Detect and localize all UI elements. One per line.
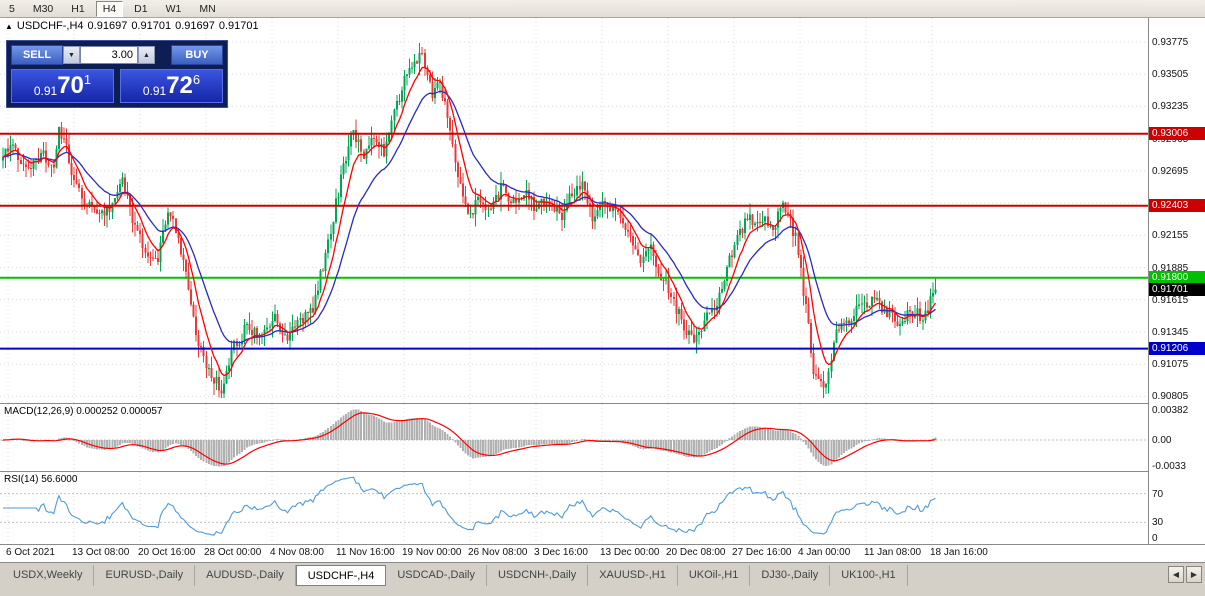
- one-click-collapse-arrow[interactable]: ▲: [5, 22, 13, 31]
- chart-tab-usdcad-daily[interactable]: USDCAD-,Daily: [386, 565, 487, 586]
- time-axis-label: 20 Dec 08:00: [666, 547, 726, 558]
- chart-tab-bar: USDX,Weekly EURUSD-,Daily AUDUSD-,Daily USD…: [0, 562, 1205, 596]
- price-axis-label: 0.92695: [1152, 166, 1189, 177]
- chart-window: ▲ USDCHF-,H4 0.91697 0.91701 0.91697 0.91701 …: [0, 18, 1205, 562]
- rsi-axis-label: 30: [1152, 517, 1164, 528]
- price-axis-label: 0.91615: [1152, 295, 1189, 306]
- rsi-pane[interactable]: RSI(14) 56.6000: [0, 472, 1148, 544]
- chart-tab-dj30-daily[interactable]: DJ30-,Daily: [750, 565, 831, 586]
- sell-price-prefix: 0.91: [33, 84, 58, 98]
- time-axis-label: 20 Oct 16:00: [138, 547, 196, 558]
- macd-label: MACD(12,26,9) 0.000252 0.000057: [4, 406, 163, 417]
- hline-price-badge: 0.92403: [1149, 199, 1205, 212]
- timeframe-button-d1[interactable]: D1: [127, 1, 154, 17]
- chart-tab-eurusd-daily[interactable]: EURUSD-,Daily: [94, 565, 196, 586]
- time-axis[interactable]: 6 Oct 2021 13 Oct 08:00 20 Oct 16:00 28 Oct…: [0, 545, 1205, 562]
- time-axis-label: 18 Jan 16:00: [930, 547, 988, 558]
- rsi-axis-label: 0: [1152, 533, 1158, 544]
- sell-button[interactable]: SELL: [11, 45, 63, 65]
- current-price-badge: 0.91701: [1149, 283, 1205, 296]
- time-axis-label: 19 Nov 00:00: [402, 547, 462, 558]
- time-axis-label: 4 Nov 08:00: [270, 547, 324, 558]
- buy-price-button[interactable]: 0.91 72 6: [120, 69, 223, 103]
- chevron-down-icon: ▼: [68, 51, 75, 59]
- timeframe-button-h4[interactable]: H4: [95, 0, 124, 17]
- rsi-plot[interactable]: [0, 472, 1148, 544]
- chart-tab-uk100-h1[interactable]: UK100-,H1: [830, 565, 908, 586]
- hline-price-badge: 0.91800: [1149, 271, 1205, 284]
- timeframe-button-m30[interactable]: M30: [26, 1, 60, 17]
- time-axis-label: 13 Dec 00:00: [600, 547, 660, 558]
- volume-field[interactable]: 3.00: [80, 46, 138, 64]
- time-axis-label: 13 Oct 08:00: [72, 547, 130, 558]
- time-axis-label: 11 Nov 16:00: [336, 547, 395, 558]
- chart-close-value: 0.91701: [218, 20, 259, 32]
- sell-price-button[interactable]: 0.91 70 1: [11, 69, 114, 103]
- tab-scroll-right-button[interactable]: ▶: [1186, 566, 1202, 583]
- timeframe-button-w1[interactable]: W1: [159, 1, 189, 17]
- sell-price-big-digits: 70: [57, 72, 84, 99]
- sell-price-pip-digit: 1: [83, 72, 92, 87]
- price-axis-label: 0.91075: [1152, 359, 1189, 370]
- chart-low-value: 0.91697: [175, 20, 215, 32]
- price-axis-label: 0.91345: [1152, 327, 1189, 338]
- macd-axis-label: 0.00382: [1152, 405, 1189, 416]
- time-axis-label: 28 Oct 00:00: [204, 547, 262, 558]
- time-axis-label: 11 Jan 08:00: [864, 547, 922, 558]
- time-axis-label: 4 Jan 00:00: [798, 547, 851, 558]
- timeframe-button-mn[interactable]: MN: [192, 1, 222, 17]
- price-axis-label: 0.92155: [1152, 230, 1189, 241]
- buy-button[interactable]: BUY: [171, 45, 223, 65]
- right-arrow-icon: ▶: [1190, 570, 1198, 579]
- time-axis-label: 6 Oct 2021: [6, 547, 55, 558]
- macd-pane[interactable]: MACD(12,26,9) 0.000252 0.000057: [0, 404, 1148, 471]
- chart-open-value: 0.91697: [87, 20, 128, 32]
- left-arrow-icon: ◀: [1172, 570, 1180, 579]
- volume-value: 3.00: [111, 49, 133, 61]
- time-axis-label: 3 Dec 16:00: [534, 547, 588, 558]
- pane-separator[interactable]: [0, 403, 1205, 404]
- chart-tab-usdx-weekly[interactable]: USDX,Weekly: [2, 565, 95, 586]
- one-click-trading-panel: SELL ▼ 3.00 ▲ BUY 0.91 70 1 0.91 72 6: [6, 40, 228, 108]
- rsi-label: RSI(14) 56.6000: [4, 474, 78, 485]
- chart-info-line: ▲ USDCHF-,H4 0.91697 0.91701 0.91697 0.91701: [5, 20, 263, 32]
- macd-axis-label: 0.00: [1152, 435, 1172, 446]
- price-axis-label: 0.93775: [1152, 37, 1189, 48]
- timeframe-button-5[interactable]: 5: [2, 1, 22, 17]
- pane-separator[interactable]: [0, 471, 1205, 472]
- timeframe-button-h1[interactable]: H1: [64, 1, 91, 17]
- macd-plot[interactable]: [0, 404, 1148, 471]
- buy-price-big-digits: 72: [166, 72, 193, 99]
- axis-separator: [0, 544, 1205, 545]
- chart-tab-audusd-daily[interactable]: AUDUSD-,Daily: [195, 565, 296, 586]
- chevron-up-icon: ▲: [143, 51, 150, 59]
- chart-symbol-period: USDCHF-,H4: [16, 20, 84, 32]
- time-axis-label: 26 Nov 08:00: [468, 547, 528, 558]
- chart-tab-xauusd-h1[interactable]: XAUUSD-,H1: [588, 565, 678, 586]
- time-axis-label: 27 Dec 16:00: [732, 547, 792, 558]
- volume-down-button[interactable]: ▼: [63, 46, 80, 64]
- price-axis-label: 0.90805: [1152, 391, 1189, 402]
- price-axis[interactable]: 0.937750.935050.932350.929650.926950.924…: [1148, 18, 1205, 544]
- tab-scroll-left-button[interactable]: ◀: [1168, 566, 1184, 583]
- chart-high-value: 0.91701: [131, 20, 172, 32]
- price-axis-label: 0.93235: [1152, 101, 1189, 112]
- hline-price-badge: 0.93006: [1149, 127, 1205, 140]
- chart-tab-ukoil-h1[interactable]: UKOil-,H1: [678, 565, 751, 586]
- chart-tab-usdcnh-daily[interactable]: USDCNH-,Daily: [487, 565, 589, 586]
- hline-price-badge: 0.91206: [1149, 342, 1205, 355]
- chart-tab-usdchf-h4[interactable]: USDCHF-,H4: [295, 565, 387, 586]
- price-axis-label: 0.91885: [1152, 263, 1189, 274]
- macd-axis-label: -0.0033: [1152, 461, 1186, 472]
- volume-up-button[interactable]: ▲: [138, 46, 155, 64]
- price-axis-label: 0.93505: [1152, 69, 1189, 80]
- timeframe-toolbar: 5 M30 H1 H4 D1 W1 MN: [0, 0, 1205, 18]
- buy-price-prefix: 0.91: [142, 84, 167, 98]
- buy-price-pip-digit: 6: [192, 72, 201, 87]
- rsi-axis-label: 70: [1152, 489, 1164, 500]
